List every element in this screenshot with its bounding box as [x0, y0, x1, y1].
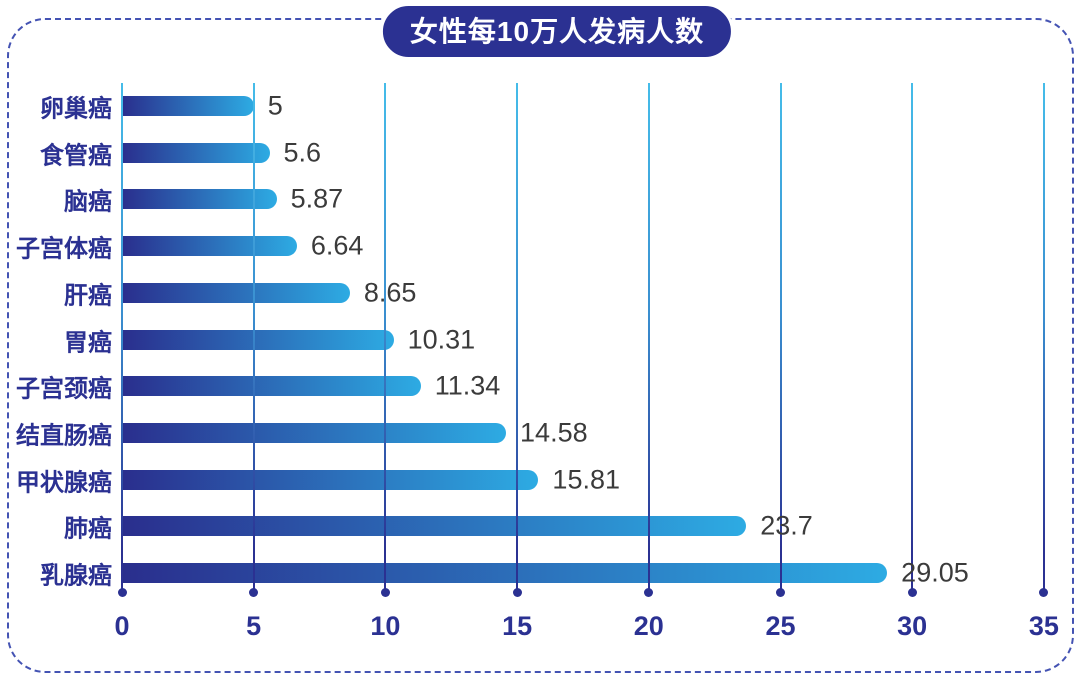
category-label: 食管癌 — [40, 142, 112, 170]
bar — [122, 376, 421, 397]
value-label: 5 — [267, 90, 283, 121]
gridline-dot — [907, 588, 917, 597]
value-label: 5.87 — [290, 183, 344, 214]
value-label: 29.05 — [901, 557, 969, 588]
gridline-dot — [1039, 588, 1049, 597]
gridline — [512, 83, 522, 597]
x-axis-tick-label: 30 — [897, 611, 928, 641]
category-label: 卵巢癌 — [40, 95, 112, 123]
bar — [122, 282, 350, 303]
value-label: 6.64 — [310, 230, 364, 261]
bar — [122, 236, 297, 257]
bar — [122, 563, 888, 583]
bar — [122, 189, 277, 210]
x-axis-tick-label: 10 — [370, 611, 401, 641]
x-axis-tick-label: 0 — [114, 611, 130, 641]
gridline — [907, 83, 917, 597]
gridline-dot — [512, 588, 522, 597]
bar — [122, 469, 539, 490]
gridline-dot — [117, 588, 127, 597]
x-axis-tick-label: 5 — [246, 611, 262, 641]
value-label: 15.81 — [552, 464, 620, 495]
gridline — [1039, 83, 1049, 597]
gridline-dot — [776, 588, 785, 597]
bar — [122, 516, 747, 537]
gridline-dot — [249, 588, 259, 597]
category-label: 甲状腺癌 — [16, 469, 112, 497]
gridline — [776, 83, 785, 597]
gridline — [117, 83, 127, 597]
value-label: 10.31 — [407, 324, 476, 354]
category-label: 肺癌 — [64, 515, 112, 543]
gridline — [644, 83, 654, 597]
category-label: 脑癌 — [64, 188, 112, 216]
gridline-dot — [380, 588, 390, 597]
x-axis-tick-label: 20 — [633, 611, 664, 641]
category-label: 胃癌 — [64, 329, 112, 356]
value-label: 5.6 — [283, 137, 322, 168]
category-label: 肝癌 — [64, 282, 112, 310]
x-axis-tick-label: 25 — [765, 611, 796, 641]
value-label: 11.34 — [434, 370, 501, 401]
value-label: 14.58 — [520, 417, 588, 448]
value-label: 23.7 — [760, 510, 813, 541]
gridline-dot — [644, 588, 654, 597]
category-label: 结直肠癌 — [16, 422, 112, 450]
bar — [122, 142, 270, 163]
bar — [122, 329, 394, 350]
category-label: 子宫颈癌 — [16, 375, 112, 403]
gridline — [380, 83, 390, 597]
value-label: 8.65 — [363, 277, 417, 308]
chart-title-pill: 女性每10万人发病人数 — [379, 3, 735, 60]
x-axis-tick-label: 35 — [1028, 611, 1059, 641]
bar — [122, 422, 507, 443]
x-axis-tick-label: 15 — [502, 611, 533, 641]
bar — [122, 96, 254, 116]
category-label: 乳腺癌 — [40, 562, 112, 590]
gridline — [249, 83, 259, 597]
chart-title: 女性每10万人发病人数 — [409, 16, 705, 47]
category-label: 子宫体癌 — [16, 235, 112, 263]
